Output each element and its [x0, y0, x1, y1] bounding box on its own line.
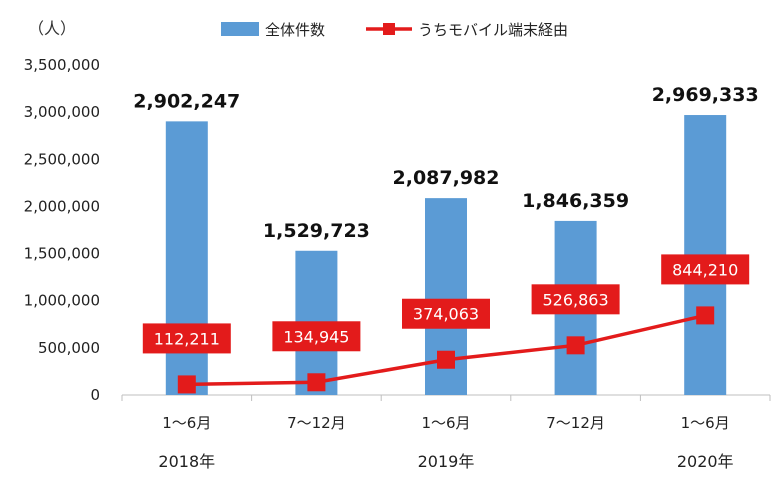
x-year-label: 2019年: [418, 452, 475, 471]
y-tick-label: 3,500,000: [24, 56, 100, 74]
y-tick-label: 1,000,000: [24, 292, 100, 310]
line-value-callout: 844,210: [661, 254, 750, 285]
line-value-callout: 374,063: [402, 298, 490, 329]
line-value-label: 112,211: [154, 329, 220, 348]
line-value-callout: 134,945: [272, 321, 361, 352]
line-value-box: [402, 298, 490, 329]
line-value-box: [661, 254, 750, 285]
bar-value-label: 2,087,982: [393, 167, 500, 189]
x-category-label: 7～12月: [546, 414, 605, 432]
line-labels: 112,211 134,945 374,063 526,863 844,210: [142, 254, 750, 354]
legend-label: うちモバイル端末経由: [418, 21, 568, 39]
x-category-label: 1～6月: [421, 414, 470, 432]
y-tick-label: 0: [90, 386, 100, 404]
y-unit-label: （人）: [28, 19, 76, 38]
line-marker: [696, 306, 715, 325]
bar-labels: 2,902,247 1,529,723 2,087,982 1,846,359 2,96…: [133, 84, 758, 242]
bar-value-label: 1,529,723: [263, 220, 370, 242]
legend: 全体件数 うちモバイル端末経由: [221, 21, 568, 39]
legend-label: 全体件数: [265, 21, 325, 39]
line-value-label: 134,945: [283, 327, 349, 346]
line-value-label: 374,063: [413, 305, 479, 324]
line-value-box: [531, 284, 620, 315]
legend-swatch-marker: [383, 23, 395, 35]
y-tick-label: 2,000,000: [24, 197, 100, 215]
line-value-box: [272, 321, 361, 352]
x-axis: 1～6月 7～12月 1～6月 7～12月 1～6月 2018年 2019年 2020年: [121, 394, 771, 471]
line-value-callout: 526,863: [531, 284, 620, 315]
bar: [165, 121, 208, 396]
line-value-label: 844,210: [672, 260, 738, 279]
x-category-label: 1～6月: [162, 414, 211, 432]
line-marker: [437, 350, 455, 369]
bar-value-label: 1,846,359: [522, 190, 629, 212]
y-tick-label: 2,500,000: [24, 150, 100, 168]
y-tick-label: 500,000: [38, 339, 100, 357]
y-tick-label: 1,500,000: [24, 245, 100, 263]
line-marker: [307, 373, 326, 392]
x-year-label: 2018年: [158, 452, 215, 471]
x-year-label: 2020年: [677, 452, 734, 471]
y-tick-label: 3,000,000: [24, 103, 100, 121]
line-series: [177, 306, 715, 394]
line-value-label: 526,863: [543, 290, 609, 309]
x-category-label: 7～12月: [287, 414, 346, 432]
line-value-box: [142, 323, 231, 354]
line-marker: [177, 375, 196, 394]
line-value-callout: 112,211: [142, 323, 231, 354]
y-axis: 0 500,000 1,000,000 1,500,000 2,000,000 2,500…: [24, 56, 100, 404]
bar-value-label: 2,902,247: [133, 90, 240, 112]
bar-value-label: 2,969,333: [652, 84, 759, 106]
line-marker: [566, 336, 585, 355]
x-category-label: 1～6月: [681, 414, 730, 432]
legend-swatch-bar: [221, 22, 259, 36]
